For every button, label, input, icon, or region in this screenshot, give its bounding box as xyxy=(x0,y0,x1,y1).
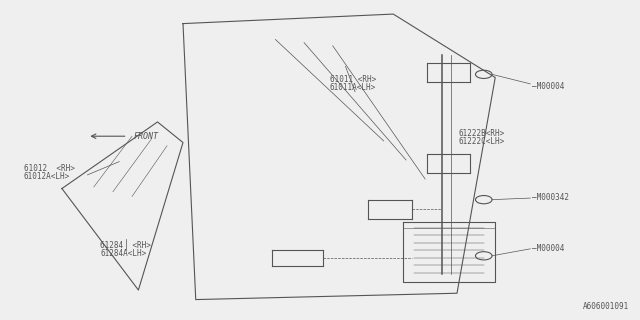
Text: —M00004: —M00004 xyxy=(532,82,564,91)
Text: —M00004: —M00004 xyxy=(532,244,564,253)
Text: 61284  <RH>: 61284 <RH> xyxy=(100,241,151,251)
Text: 61012A<LH>: 61012A<LH> xyxy=(24,172,70,180)
Text: 61222B<RH>: 61222B<RH> xyxy=(459,129,505,139)
Text: 61284A<LH>: 61284A<LH> xyxy=(100,249,147,258)
Text: 61222C<LH>: 61222C<LH> xyxy=(459,137,505,146)
Text: FRONT: FRONT xyxy=(134,132,159,141)
Text: 61011A<LH>: 61011A<LH> xyxy=(330,83,376,92)
Text: 61011 <RH>: 61011 <RH> xyxy=(330,75,376,84)
Text: —M000342: —M000342 xyxy=(532,193,569,202)
Text: A606001091: A606001091 xyxy=(583,302,629,311)
Text: 61012  <RH>: 61012 <RH> xyxy=(24,164,75,173)
